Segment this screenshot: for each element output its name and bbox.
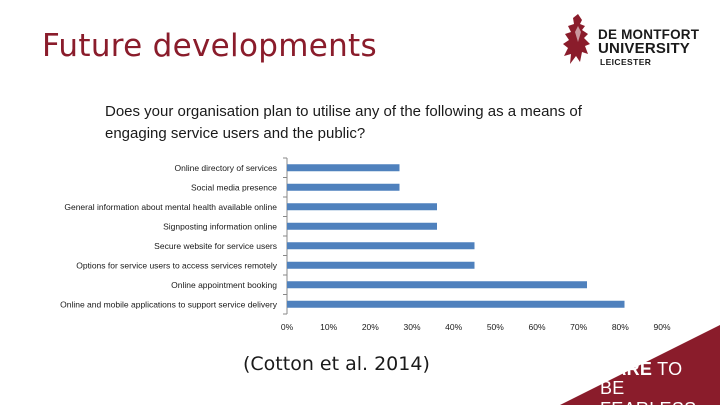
- x-tick-label: 60%: [528, 322, 545, 332]
- banner-shape: [560, 325, 720, 405]
- dare-banner: DARE TO BE FEARLESS: [560, 325, 720, 419]
- logo-line-1: DE MONTFORT: [598, 27, 700, 42]
- x-tick-label: 20%: [362, 322, 379, 332]
- logo-line-2: UNIVERSITY: [598, 40, 691, 57]
- x-tick-label: 40%: [445, 322, 462, 332]
- banner-to: TO: [652, 359, 683, 379]
- x-tick-label: 30%: [403, 322, 420, 332]
- x-tick-label: 10%: [320, 322, 337, 332]
- bar: [287, 183, 400, 191]
- dmu-logo: DE MONTFORT UNIVERSITY LEICESTER: [560, 12, 710, 72]
- bar: [287, 261, 475, 269]
- category-label: Online and mobile applications to suppor…: [60, 299, 278, 309]
- bar: [287, 281, 587, 289]
- category-label: Social media presence: [191, 182, 277, 192]
- category-label: Secure website for service users: [154, 241, 277, 251]
- category-label: Signposting information online: [163, 221, 277, 231]
- bar: [287, 222, 437, 230]
- survey-question: Does your organisation plan to utilise a…: [105, 103, 582, 142]
- category-label: Options for service users to access serv…: [76, 260, 278, 270]
- x-tick-label: 80%: [612, 322, 629, 332]
- bar: [287, 300, 625, 308]
- category-label: Online appointment booking: [171, 280, 277, 290]
- bar: [287, 242, 475, 250]
- category-label: General information about mental health …: [64, 202, 277, 212]
- bar: [287, 203, 437, 211]
- banner-dare: DARE: [600, 359, 653, 379]
- bar: [287, 164, 400, 172]
- x-tick-label: 50%: [487, 322, 504, 332]
- bar-chart: Online directory of services Social media…: [60, 157, 671, 332]
- logo-line-3: LEICESTER: [600, 57, 652, 67]
- x-tick-label: 90%: [653, 322, 670, 332]
- category-label: Online directory of services: [174, 163, 277, 173]
- banner-line-2: BE FEARLESS: [600, 378, 697, 419]
- x-tick-label: 0%: [281, 322, 294, 332]
- x-tick-label: 70%: [570, 322, 587, 332]
- slide-title: Future developments: [42, 28, 377, 64]
- citation: (Cotton et al. 2014): [243, 353, 430, 375]
- griffin-crest-icon: [563, 14, 590, 64]
- banner-line-1: DARE TO: [600, 359, 682, 380]
